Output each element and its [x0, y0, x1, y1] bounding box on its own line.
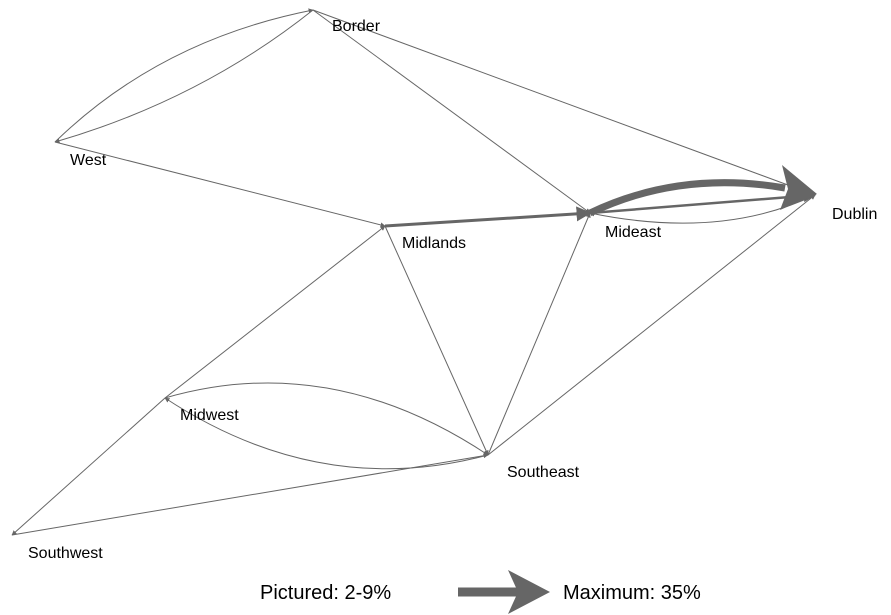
node-label: Border — [332, 18, 381, 35]
edge — [487, 212, 591, 456]
legend-arrowhead — [508, 570, 550, 614]
edge — [54, 141, 386, 228]
edge — [11, 397, 166, 536]
legend-maximum: Maximum: 35% — [563, 582, 701, 604]
edges — [11, 8, 817, 536]
edge — [11, 453, 489, 536]
node-label: Midlands — [402, 235, 466, 252]
node-label: Southeast — [507, 464, 580, 481]
edge — [312, 9, 816, 196]
node-label: West — [70, 152, 107, 169]
max-flow-arrowhead — [780, 165, 817, 210]
node-label: Midwest — [180, 407, 239, 424]
edge — [589, 189, 817, 215]
node-label: Dublin — [832, 206, 877, 223]
legend: Pictured: 2-9% Maximum: 35% — [260, 570, 701, 614]
max-flow-edge — [588, 179, 786, 217]
node-labels: Border West Midlands Mideast Dublin Midw… — [28, 18, 877, 562]
edge — [164, 225, 386, 399]
edge — [312, 9, 591, 214]
node-label: Mideast — [605, 224, 662, 241]
legend-pictured: Pictured: 2-9% — [260, 582, 391, 604]
node-label: Southwest — [28, 545, 103, 562]
edge — [487, 194, 816, 456]
edge — [164, 382, 489, 456]
edge — [54, 8, 314, 143]
edge — [54, 9, 314, 144]
edge — [384, 225, 489, 456]
edge — [164, 397, 489, 470]
edge — [384, 206, 592, 228]
